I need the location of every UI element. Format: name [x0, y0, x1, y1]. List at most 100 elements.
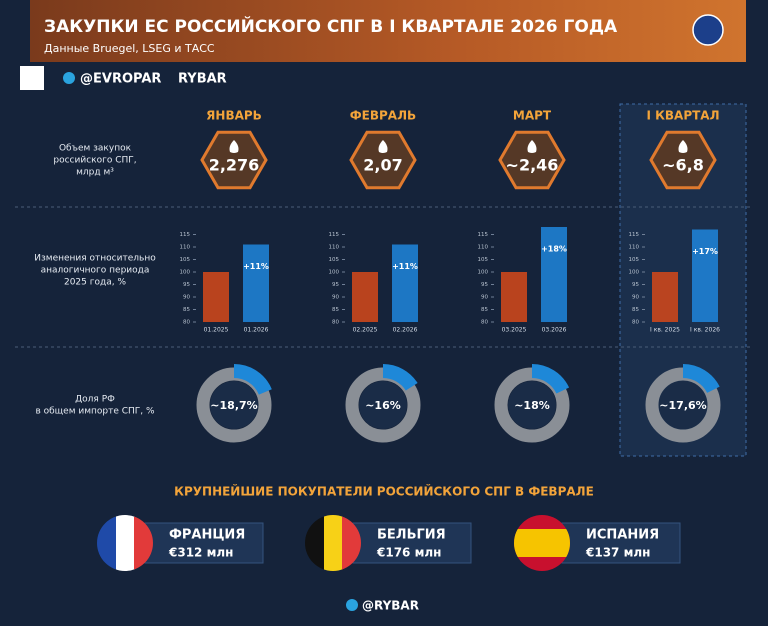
- change-label: +18%: [541, 245, 567, 254]
- y-tick-label: 100: [478, 270, 489, 276]
- y-tick-label: 90: [183, 295, 190, 301]
- flame-icon: [229, 140, 239, 153]
- bar: [392, 244, 418, 322]
- column-heading: ЯНВАРЬ: [206, 109, 262, 123]
- row-label: млрд м³: [76, 168, 114, 178]
- row-label: Доля РФ: [75, 395, 115, 405]
- column-heading: ФЕВРАЛЬ: [350, 109, 416, 123]
- bar: [541, 227, 567, 322]
- y-tick-label: 85: [632, 307, 639, 313]
- y-tick-label: 115: [629, 232, 640, 238]
- hexagon: [200, 130, 268, 190]
- y-tick-label: 105: [629, 257, 640, 263]
- bar: [203, 272, 229, 322]
- bar: [501, 272, 527, 322]
- y-tick-label: 105: [478, 257, 489, 263]
- flame-icon: [378, 140, 388, 153]
- hexagon: [498, 130, 566, 190]
- donut-segment: [531, 364, 570, 394]
- y-tick-label: 115: [329, 232, 340, 238]
- donut-hole: [359, 381, 407, 429]
- share-label: ~17,6%: [659, 399, 706, 412]
- y-tick-label: 90: [481, 295, 488, 301]
- column-heading: МАРТ: [513, 109, 552, 123]
- row-label: Изменения относительно: [34, 254, 156, 264]
- x-tick-label: 03.2026: [542, 327, 567, 334]
- y-tick-label: 85: [332, 307, 339, 313]
- header-band: [30, 0, 746, 62]
- column-heading: I КВАРТАЛ: [646, 109, 719, 123]
- buyer-amount: €137 млн: [585, 546, 650, 560]
- y-tick-label: 110: [329, 245, 340, 251]
- footer-handle: @RYBAR: [362, 599, 419, 613]
- donut-segment: [682, 364, 720, 394]
- buyer-country: ИСПАНИЯ: [586, 528, 659, 543]
- hexagon: [649, 130, 717, 190]
- donut-hole: [659, 381, 707, 429]
- y-tick-label: 105: [180, 257, 191, 263]
- donut-hole: [210, 381, 258, 429]
- y-tick-label: 100: [180, 270, 191, 276]
- telegram-icon: [63, 72, 75, 84]
- share-label: ~16%: [365, 399, 401, 412]
- x-tick-label: 01.2025: [204, 327, 229, 334]
- flag-france: [97, 515, 153, 571]
- bar: [692, 229, 718, 322]
- buyer-box: [561, 522, 681, 564]
- y-tick-label: 90: [332, 295, 339, 301]
- donut-segment: [382, 364, 418, 391]
- x-tick-label: 02.2026: [393, 327, 418, 334]
- y-tick-label: 95: [183, 282, 190, 288]
- volume-value: 2,07: [363, 156, 402, 175]
- volume-value: ~2,46: [506, 156, 559, 175]
- y-tick-label: 80: [481, 320, 488, 326]
- change-label: +11%: [243, 262, 269, 271]
- subtitle: Данные Bruegel, LSEG и ТАСС: [44, 42, 215, 55]
- title: ЗАКУПКИ ЕС РОССИЙСКОГО СПГ В I КВАРТАЛЕ …: [44, 15, 618, 37]
- share-label: ~18,7%: [210, 399, 257, 412]
- y-tick-label: 95: [632, 282, 639, 288]
- row-label: в общем импорте СПГ, %: [35, 407, 155, 417]
- bar: [243, 244, 269, 322]
- x-tick-label: 01.2026: [244, 327, 269, 334]
- flame-icon: [527, 140, 537, 153]
- hexagon: [349, 130, 417, 190]
- y-tick-label: 80: [632, 320, 639, 326]
- buyer-amount: €312 млн: [168, 546, 233, 560]
- y-tick-label: 80: [183, 320, 190, 326]
- buyers-title: КРУПНЕЙШИЕ ПОКУПАТЕЛИ РОССИЙСКОГО СПГ В …: [174, 484, 594, 499]
- volume-value: 2,276: [209, 156, 260, 175]
- y-tick-label: 115: [180, 232, 191, 238]
- x-tick-label: 02.2025: [353, 327, 378, 334]
- change-label: +11%: [392, 262, 418, 271]
- channel-handle: @EVROPAR: [80, 72, 161, 87]
- y-tick-label: 100: [329, 270, 340, 276]
- share-label: ~18%: [514, 399, 550, 412]
- y-tick-label: 80: [332, 320, 339, 326]
- change-label: +17%: [692, 247, 718, 256]
- row-label: аналогичного периода: [41, 266, 150, 276]
- x-tick-label: 03.2025: [502, 327, 527, 334]
- y-tick-label: 105: [329, 257, 340, 263]
- y-tick-label: 115: [478, 232, 489, 238]
- y-tick-label: 90: [632, 295, 639, 301]
- y-tick-label: 85: [183, 307, 190, 313]
- row-label: 2025 года, %: [64, 278, 126, 288]
- flag-spain: [514, 515, 570, 571]
- x-tick-label: I кв. 2025: [650, 327, 680, 334]
- y-tick-label: 100: [629, 270, 640, 276]
- y-tick-label: 110: [478, 245, 489, 251]
- buyer-amount: €176 млн: [376, 546, 441, 560]
- buyer-country: БЕЛЬГИЯ: [377, 528, 446, 543]
- row-label: российского СПГ,: [53, 156, 136, 166]
- volume-value: ~6,8: [662, 156, 704, 175]
- flame-icon: [678, 140, 688, 153]
- donut-hole: [508, 381, 556, 429]
- x-tick-label: I кв. 2026: [690, 327, 720, 334]
- bar: [652, 272, 678, 322]
- buyer-country: ФРАНЦИЯ: [169, 528, 245, 543]
- qr-code: [20, 66, 44, 90]
- y-tick-label: 85: [481, 307, 488, 313]
- brand: RYBAR: [178, 72, 227, 87]
